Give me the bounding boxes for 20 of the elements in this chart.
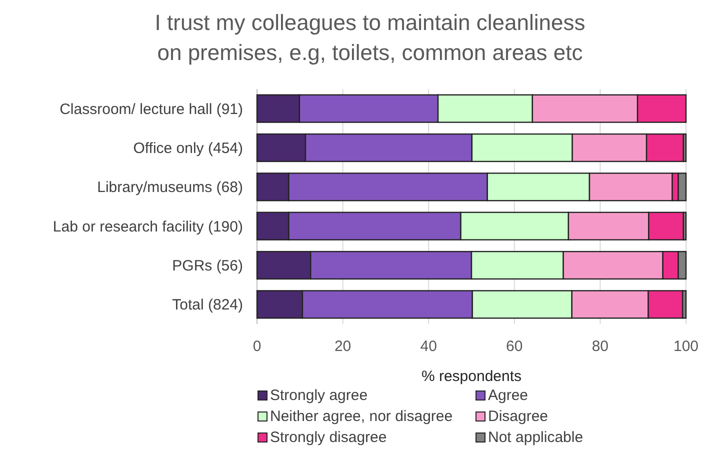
y-tick-label: PGRs (56) — [172, 258, 243, 274]
x-tick-label: 40 — [420, 338, 437, 355]
chart-title: I trust my colleagues to maintain cleanliness on premises, e.g, toilets, common areas etc — [154, 10, 586, 65]
x-axis-title: % respondents — [421, 368, 522, 385]
y-tick-label: Total (824) — [172, 296, 243, 314]
legend-label: Not applicable — [488, 429, 584, 446]
y-tick-label: Lab or research facility (190) — [52, 218, 243, 236]
y-tick-label: Classroom/ lecture hall (91) — [60, 100, 243, 118]
legend-label: Strongly disagree — [270, 429, 387, 446]
y-tick-label: Library/museums (68) — [97, 179, 243, 196]
legend-label: Disagree — [488, 408, 548, 425]
x-tick-label: 100 — [673, 338, 699, 355]
legend-label: Agree — [488, 387, 528, 404]
x-tick-label: 0 — [252, 338, 262, 355]
x-tick-label: 80 — [592, 338, 609, 355]
x-tick-label: 20 — [334, 338, 352, 355]
x-tick-label: 60 — [506, 338, 523, 355]
legend-label: Neither agree, nor disagree — [270, 408, 453, 425]
y-tick-label: Office only (454) — [133, 140, 243, 157]
legend-label: Strongly agree — [270, 387, 368, 404]
